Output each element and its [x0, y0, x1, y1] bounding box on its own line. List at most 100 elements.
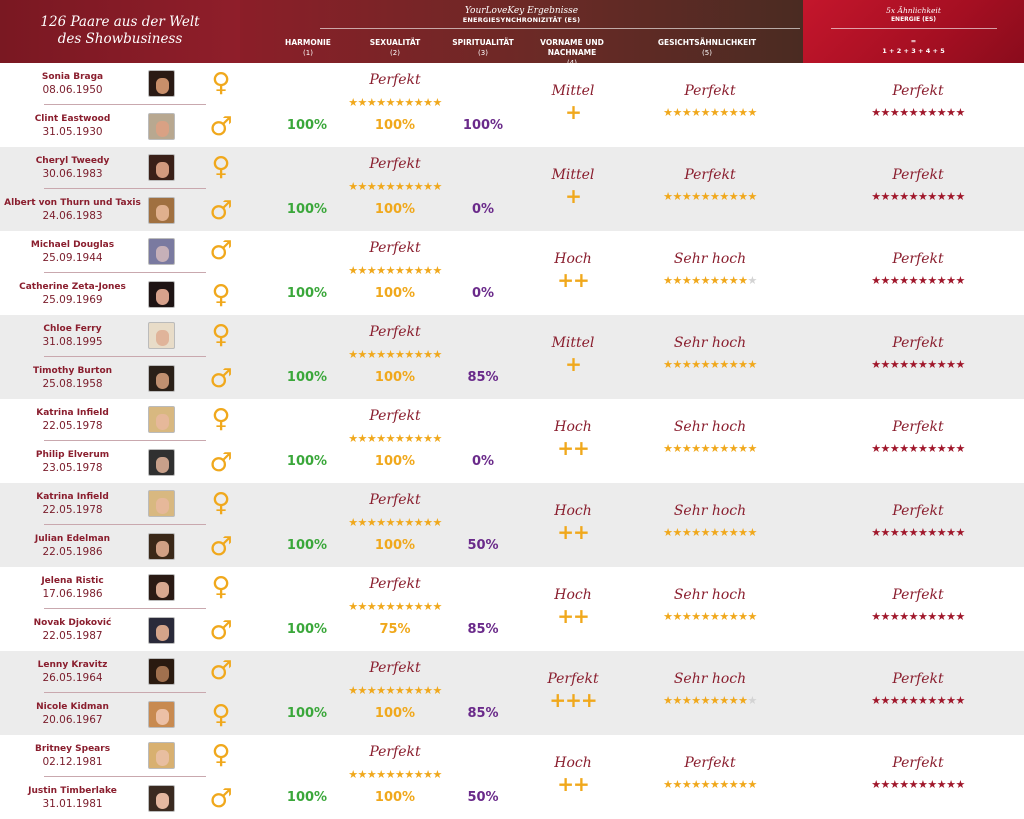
person-name[interactable]: Julian Edelman	[34, 534, 111, 544]
face-star: ★	[663, 442, 673, 455]
person-2[interactable]: Timothy Burton 25.08.1958	[0, 365, 145, 391]
face-star: ★	[672, 610, 683, 623]
avatar[interactable]	[148, 785, 175, 812]
person-name[interactable]: Lenny Kravitz	[37, 660, 108, 670]
avatar[interactable]	[148, 533, 175, 560]
face-star: ★	[710, 358, 720, 371]
person-1[interactable]: Jelena Ristic 17.06.1986	[0, 575, 145, 601]
pair-divider	[44, 692, 206, 693]
person-1[interactable]: Chloe Ferry 31.08.1995	[0, 323, 145, 349]
face-star: ★	[710, 694, 720, 707]
person-name[interactable]: Katrina Infield	[36, 408, 109, 418]
person-2[interactable]: Julian Edelman 22.05.1986	[0, 533, 145, 559]
avatar[interactable]	[148, 365, 175, 392]
face-star: ★	[663, 358, 673, 371]
person-birthdate: 22.05.1986	[42, 546, 103, 558]
face-star: ★	[681, 106, 692, 119]
face-star: ★	[672, 778, 683, 791]
energy-formula: = 1 + 2 + 3 + 4 + 5	[803, 36, 1024, 56]
harmony-stars: ★★★★★★★★★★	[348, 768, 442, 781]
person-2[interactable]: Catherine Zeta-Jones 25.09.1969	[0, 281, 145, 307]
avatar[interactable]	[148, 449, 175, 476]
avatar[interactable]	[148, 617, 175, 644]
avatar[interactable]	[148, 322, 175, 349]
table-row: Cheryl Tweedy 30.06.1983 Albert von Thurn …	[0, 147, 1024, 231]
avatar[interactable]	[148, 154, 175, 181]
person-1[interactable]: Katrina Infield 22.05.1978	[0, 491, 145, 517]
person-1[interactable]: Sonia Braga 08.06.1950	[0, 71, 145, 97]
face-star: ★	[663, 694, 673, 707]
avatar[interactable]	[148, 490, 175, 517]
avatar[interactable]	[148, 113, 175, 140]
person-2[interactable]: Novak Djoković 22.05.1987	[0, 617, 145, 643]
energy-rating: Perfekt	[892, 419, 944, 435]
person-2[interactable]: Philip Elverum 23.05.1978	[0, 449, 145, 475]
person-name[interactable]: Cheryl Tweedy	[35, 156, 110, 166]
sexuality-percent: 100%	[374, 706, 416, 721]
person-name[interactable]: Nicole Kidman	[36, 702, 109, 712]
person-birthdate: 31.05.1930	[42, 126, 103, 138]
sexuality-percent: 100%	[374, 370, 416, 385]
person-birthdate: 25.09.1944	[42, 252, 103, 264]
face-star: ★	[663, 106, 673, 119]
person-birthdate: 31.08.1995	[42, 336, 103, 348]
face-star: ★	[738, 190, 748, 203]
avatar[interactable]	[148, 658, 175, 685]
table-row: Jelena Ristic 17.06.1986 Novak Djoković 22.…	[0, 567, 1024, 651]
gender-icon: ♀	[211, 404, 231, 434]
header-energy-panel: 5x Ähnlichkeit ENERGIE (ES) = 1 + 2 + 3 …	[803, 0, 1024, 63]
person-1[interactable]: Lenny Kravitz 26.05.1964	[0, 659, 145, 685]
energy-rating: Perfekt	[892, 83, 944, 99]
person-2[interactable]: Nicole Kidman 20.06.1967	[0, 701, 145, 727]
table-row: Michael Douglas 25.09.1944 Catherine Zeta-…	[0, 231, 1024, 315]
person-1[interactable]: Michael Douglas 25.09.1944	[0, 239, 145, 265]
energy-stars: ★★★★★★★★★★	[871, 526, 965, 539]
person-name[interactable]: Katrina Infield	[36, 492, 109, 502]
gender-icon: ♀	[211, 572, 231, 602]
avatar[interactable]	[148, 742, 175, 769]
face-star: ★	[719, 778, 729, 791]
name-plus-icon: +	[565, 352, 582, 376]
spirituality-percent: 50%	[467, 538, 499, 553]
face-star: ★	[747, 694, 758, 707]
person-name[interactable]: Timothy Burton	[32, 366, 113, 376]
person-name[interactable]: Jelena Ristic	[41, 576, 104, 586]
person-1[interactable]: Cheryl Tweedy 30.06.1983	[0, 155, 145, 181]
person-name[interactable]: Catherine Zeta-Jones	[19, 282, 126, 292]
person-name[interactable]: Novak Djoković	[33, 618, 112, 628]
person-name[interactable]: Justin Timberlake	[28, 786, 117, 796]
face-stars: ★★★★★★★★★★	[640, 106, 780, 119]
pair-divider	[44, 104, 206, 105]
avatar[interactable]	[148, 281, 175, 308]
person-2[interactable]: Justin Timberlake 31.01.1981	[0, 785, 145, 811]
face-star: ★	[728, 106, 739, 119]
avatar[interactable]	[148, 197, 175, 224]
face-star: ★	[691, 442, 701, 455]
harmony-rating: Perfekt	[369, 744, 421, 760]
person-name[interactable]: Chloe Ferry	[43, 324, 102, 334]
avatar[interactable]	[148, 70, 175, 97]
avatar[interactable]	[148, 574, 175, 601]
person-name[interactable]: Clint Eastwood	[34, 114, 111, 124]
person-2[interactable]: Clint Eastwood 31.05.1930	[0, 113, 145, 139]
face-rating: Sehr hoch	[673, 671, 747, 687]
person-name[interactable]: Philip Elverum	[35, 450, 110, 460]
energy-stars: ★★★★★★★★★★	[871, 274, 965, 287]
person-name[interactable]: Michael Douglas	[30, 240, 115, 250]
energy-rating: Perfekt	[892, 335, 944, 351]
avatar[interactable]	[148, 701, 175, 728]
person-birthdate: 25.09.1969	[42, 294, 103, 306]
person-1[interactable]: Britney Spears 02.12.1981	[0, 743, 145, 769]
avatar[interactable]	[148, 406, 175, 433]
person-name[interactable]: Albert von Thurn und Taxis	[4, 198, 141, 208]
person-1[interactable]: Katrina Infield 22.05.1978	[0, 407, 145, 433]
person-name[interactable]: Sonia Braga	[41, 72, 104, 82]
person-2[interactable]: Albert von Thurn und Taxis 24.06.1983	[0, 197, 145, 223]
avatar[interactable]	[148, 238, 175, 265]
col-header-sexuality: SEXUALITÄT (2)	[364, 38, 426, 58]
energy-subtitle: ENERGIE (ES)	[890, 16, 937, 23]
face-star: ★	[719, 442, 729, 455]
face-star: ★	[710, 442, 720, 455]
person-name[interactable]: Britney Spears	[34, 744, 111, 754]
table-header: 126 Paare aus der Welt des Showbusiness …	[0, 0, 1024, 67]
